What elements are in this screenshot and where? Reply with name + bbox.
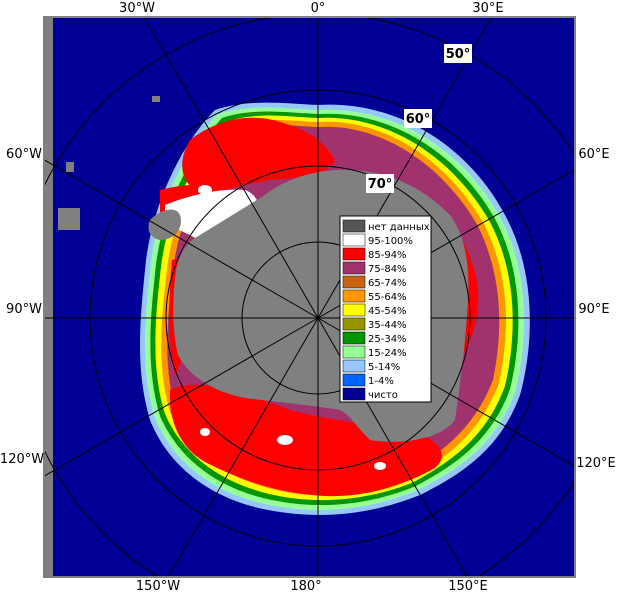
lon-label-150e: 150°E — [448, 579, 488, 594]
meridian — [144, 18, 319, 319]
legend-swatch — [342, 345, 366, 359]
meridian — [168, 317, 319, 576]
lon-label-60w: 60°W — [6, 147, 42, 162]
lat-50-label: 50° — [446, 47, 471, 62]
lon-label-150w: 150°W — [136, 579, 180, 594]
ice-white-spot — [200, 428, 210, 436]
legend-label: 1-4% — [368, 376, 394, 387]
legend-label: 75-84% — [368, 264, 407, 275]
legend-swatch — [342, 247, 366, 261]
lon-label-30e: 30°E — [472, 1, 503, 16]
lat-60-label: 60° — [406, 112, 431, 127]
lon-label-120w: 120°W — [0, 452, 44, 467]
lat-60-box — [404, 109, 432, 128]
legend-label: нет данных — [368, 222, 430, 233]
lon-label-120e: 120°E — [576, 456, 616, 471]
legend-label: 15-24% — [368, 348, 407, 359]
no-data-speckle — [66, 162, 74, 172]
legend: нет данных 95-100% 85-94% 75-84% 65-74% 55-64… — [339, 215, 432, 403]
ice-white-spot — [277, 435, 293, 445]
legend-label: 35-44% — [368, 320, 407, 331]
lon-label-90e: 90°E — [578, 302, 609, 317]
no-data-speckle — [58, 208, 80, 230]
legend-swatch — [342, 317, 366, 331]
legend-swatch — [342, 373, 366, 387]
meridian — [45, 317, 319, 477]
no-data-edge-strip — [45, 18, 53, 576]
antarctic-peninsula — [148, 209, 181, 240]
lon-label-60e: 60°E — [578, 147, 609, 162]
legend-swatch — [342, 289, 366, 303]
lat-70-box — [366, 174, 394, 193]
legend-label: 95-100% — [368, 236, 413, 247]
lon-label-90w: 90°W — [6, 302, 42, 317]
meridian — [45, 159, 319, 319]
legend-swatch — [342, 331, 366, 345]
lon-label-30w: 30°W — [119, 1, 155, 16]
lon-label-180: 180° — [290, 579, 321, 594]
legend-label: 25-34% — [368, 334, 407, 345]
ice-red-atlantic — [182, 117, 335, 192]
legend-label: 65-74% — [368, 278, 407, 289]
legend-swatch — [342, 387, 366, 401]
legend-swatch — [342, 261, 366, 275]
lat-70-label: 70° — [368, 177, 393, 192]
legend-label: 85-94% — [368, 250, 407, 261]
ice-red-pacific — [169, 384, 442, 497]
no-data-speckle — [152, 96, 160, 102]
legend-label: чисто — [368, 390, 398, 401]
legend-swatch — [342, 359, 366, 373]
legend-swatch — [342, 219, 366, 233]
lon-label-0: 0° — [311, 1, 326, 16]
legend-label: 5-14% — [368, 362, 400, 373]
legend-swatch — [342, 303, 366, 317]
ice-white-spot — [374, 462, 386, 470]
ice-white-spot — [198, 185, 212, 195]
legend-swatch — [342, 275, 366, 289]
lat-50-box — [444, 44, 472, 63]
legend-label: 55-64% — [368, 292, 407, 303]
legend-swatch — [342, 233, 366, 247]
legend-label: 45-54% — [368, 306, 407, 317]
